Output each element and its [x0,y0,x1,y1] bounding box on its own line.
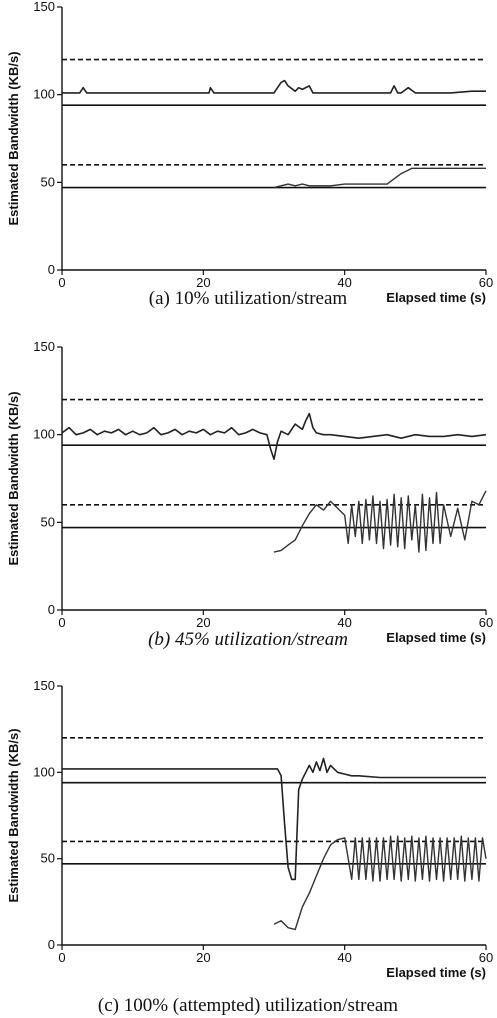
y-tick-label: 100 [33,87,55,102]
y-tick-label: 0 [48,602,55,617]
x-tick-label: 0 [58,275,65,290]
series-line-1 [62,79,486,94]
x-axis-label: Elapsed time (s) [386,965,486,980]
x-tick-label: 20 [196,275,210,290]
x-tick-label: 40 [337,950,351,965]
y-tick-label: 50 [41,174,55,189]
y-tick-label: 50 [41,514,55,529]
y-tick-label: 150 [33,339,55,354]
y-tick-label: 100 [33,764,55,779]
x-tick-label: 0 [58,950,65,965]
series-line-1 [62,757,486,881]
y-tick-label: 150 [33,0,55,14]
x-tick-label: 20 [196,615,210,630]
y-tick-label: 50 [41,851,55,866]
y-tick-label: 150 [33,678,55,693]
x-tick-label: 0 [58,615,65,630]
x-tick-label: 40 [337,615,351,630]
x-tick-label: 60 [479,950,493,965]
chart-caption: (c) 100% (attempted) utilization/stream [98,995,398,1016]
x-tick-label: 60 [479,615,493,630]
y-axis-label: Estimated Bandwidth (KB/s) [6,728,21,902]
x-tick-label: 60 [479,275,493,290]
chart-caption: (a) 10% utilization/stream [149,288,348,309]
x-tick-label: 40 [337,275,351,290]
series-line-2 [273,167,486,189]
y-axis-label: Estimated Bandwidth (KB/s) [6,391,21,565]
series-line-1 [61,412,487,461]
x-tick-label: 20 [196,950,210,965]
chart-caption: (b) 45% utilization/stream [148,629,348,650]
y-tick-label: 100 [33,427,55,442]
series-line-2 [273,835,487,931]
y-tick-label: 0 [48,937,55,952]
y-axis-label: Estimated Bandwidth (KB/s) [6,51,21,225]
x-axis-label: Elapsed time (s) [386,290,486,305]
x-axis-label: Elapsed time (s) [386,630,486,645]
series-line-2 [273,490,487,553]
y-tick-label: 0 [48,262,55,277]
